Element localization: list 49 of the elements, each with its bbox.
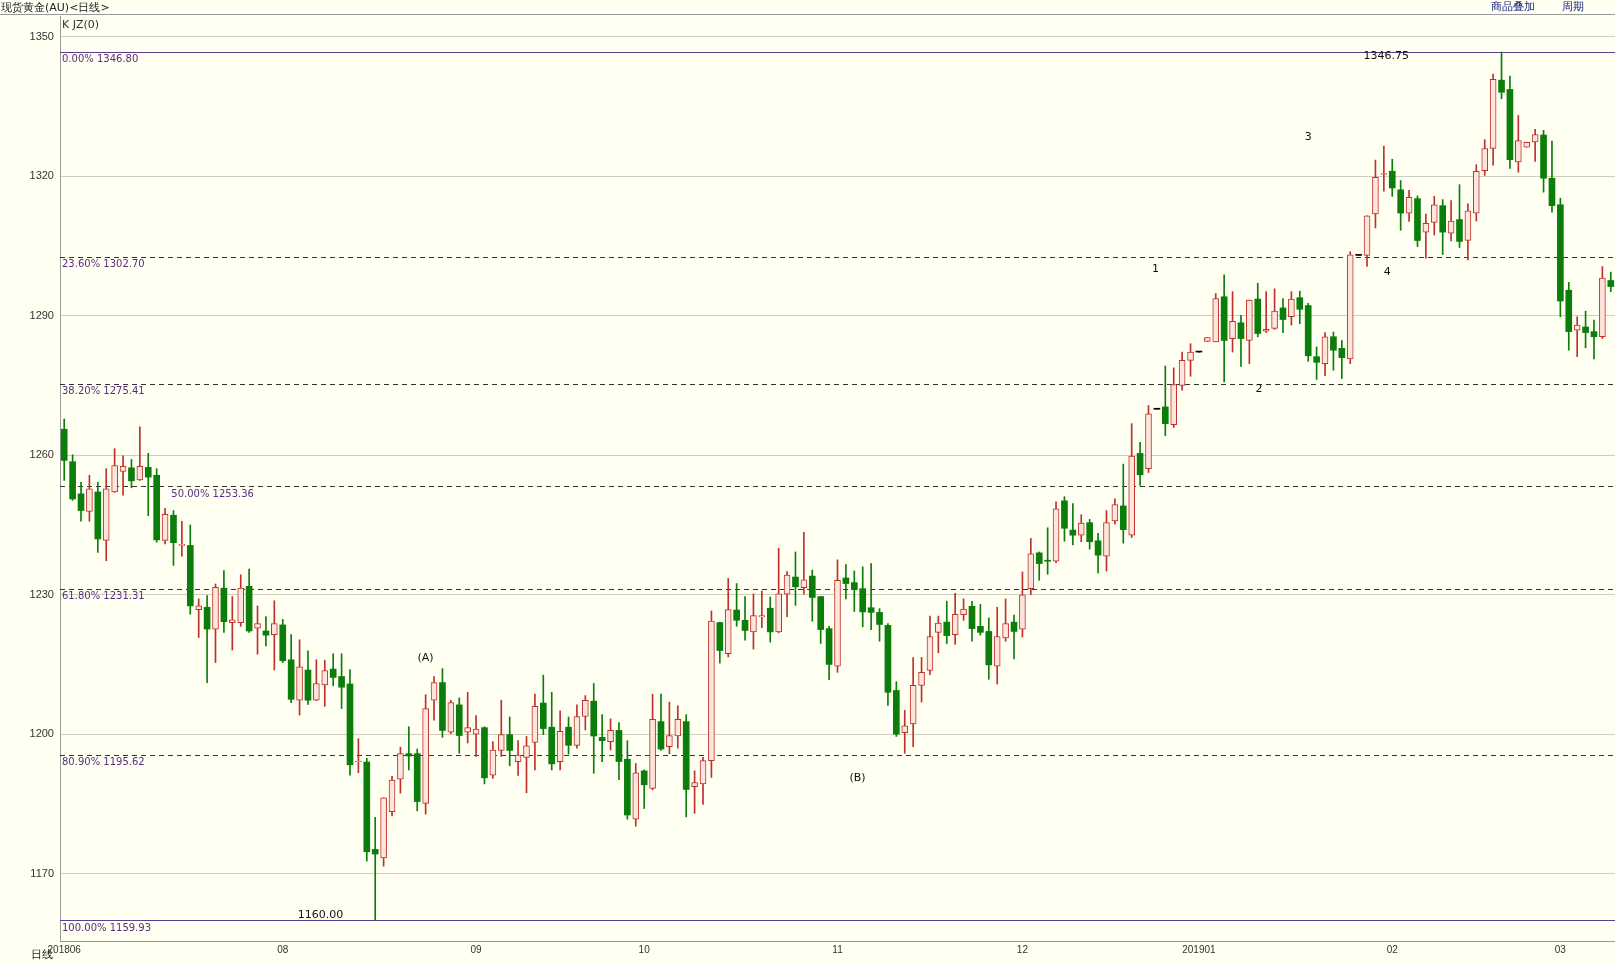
ref-line-label: 80.90% 1195.62 [62, 756, 145, 768]
candlestick [901, 710, 909, 754]
annotation: (A) [417, 651, 434, 665]
ref-line-label: 50.00% 1253.36 [171, 487, 254, 499]
x-tick-label: 09 [470, 943, 483, 955]
annotation: 1 [1152, 262, 1160, 276]
ref-line-label: 100.00% 1159.93 [62, 922, 152, 933]
candlestick [598, 714, 606, 762]
candlestick [741, 596, 749, 641]
x-tick-label: 02 [1386, 943, 1399, 955]
annotation: 4 [1383, 265, 1391, 279]
text: 商品叠加 [1491, 0, 1536, 14]
ref-line-label: 38.20% 1275.41 [62, 385, 145, 397]
candlestick [1573, 316, 1581, 358]
x-tick-label: 12 [1016, 943, 1029, 955]
y-tick-label: 1350 [29, 29, 54, 42]
y-tick-label: 1290 [29, 308, 54, 321]
annotation: 2 [1255, 381, 1263, 395]
candlestick [1262, 291, 1270, 333]
chart-subtitle: K JZ(0) [62, 18, 100, 31]
candlestick [1590, 319, 1598, 360]
annotation: (B) [849, 770, 866, 784]
x-tick-label: 11 [832, 943, 844, 955]
candlestick [1161, 365, 1169, 437]
ref-line-label: 61.80% 1231.31 [62, 590, 145, 602]
y-tick-label: 1260 [29, 448, 54, 461]
annotation: 1160.00 [297, 907, 344, 921]
x-tick-label: 03 [1554, 943, 1567, 955]
candlestick [405, 726, 413, 771]
x-tick-label: 10 [638, 943, 651, 955]
chart-title: 现货黄金(AU)<日线> [1, 0, 110, 15]
y-tick-label: 1170 [30, 866, 54, 879]
annotation: 3 [1304, 130, 1312, 144]
text: 周期 [1561, 0, 1584, 14]
candlestick [758, 590, 766, 629]
candlestick [867, 563, 875, 630]
x-tick-label: 201901 [1182, 943, 1217, 955]
candlestick [195, 598, 203, 638]
y-tick-label: 1230 [29, 587, 54, 600]
annotation: 1346.75 [1363, 48, 1410, 62]
candlestick [228, 596, 236, 651]
x-tick-label: 08 [277, 943, 289, 955]
candlestick [1010, 614, 1018, 660]
candlestick [371, 817, 379, 921]
y-tick-label: 1200 [29, 727, 54, 740]
ref-line-label: 0.00% 1346.80 [62, 53, 139, 65]
candlestick [1069, 503, 1077, 546]
y-tick-label: 1320 [29, 169, 54, 182]
ref-line-label: 23.60% 1302.70 [62, 258, 145, 270]
